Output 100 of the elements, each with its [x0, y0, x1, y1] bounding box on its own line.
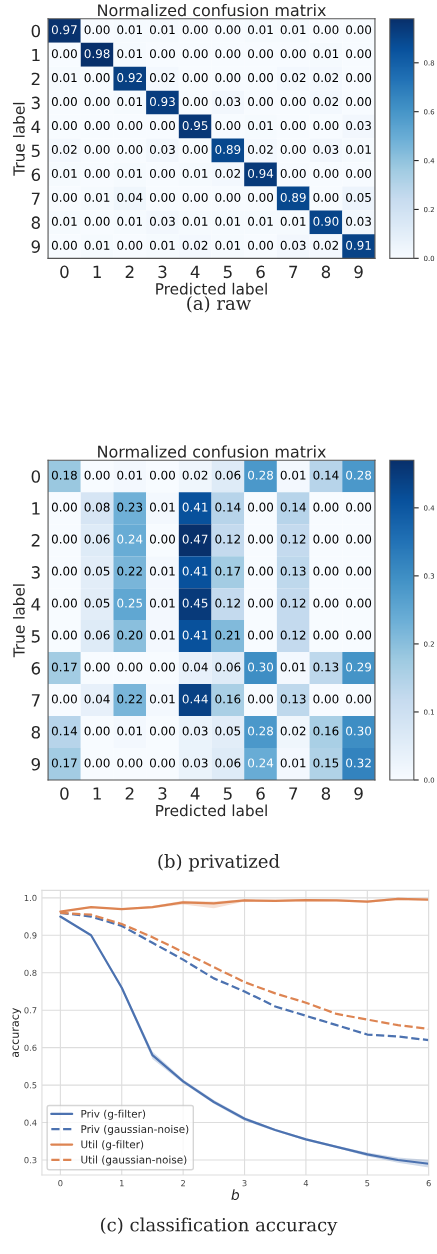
- data-label: 0.00: [346, 502, 372, 512]
- data-label: 0.04: [84, 694, 110, 704]
- data-label: 0.00: [248, 192, 274, 202]
- data-label: 0.00: [313, 502, 339, 512]
- data-label: 0.02: [280, 73, 306, 83]
- data-label: 0.01: [149, 598, 175, 608]
- data-label: 0.02: [149, 73, 175, 83]
- data-label: 0.00: [84, 97, 110, 107]
- data-label: 0.41: [182, 566, 208, 576]
- data-label: 0.12: [280, 630, 306, 640]
- data-label: 0.00: [182, 49, 208, 59]
- data-label: 0.00: [346, 598, 372, 608]
- data-label: 0.41: [182, 630, 208, 640]
- data-label: 0.17: [51, 758, 77, 768]
- x-tick-label: 4: [303, 1180, 309, 1187]
- y-tick-label: 6: [31, 168, 41, 182]
- y-tick-label: 0.6: [24, 1044, 37, 1051]
- data-label: 0.92: [117, 73, 142, 83]
- data-label: 0.06: [84, 534, 110, 544]
- data-label: 0.13: [280, 566, 306, 576]
- data-label: 0.00: [313, 630, 339, 640]
- y-tick-label: 0.9: [24, 932, 37, 939]
- data-label: 0.93: [149, 97, 175, 107]
- data-label: 0.00: [182, 192, 208, 202]
- data-label: 0.13: [313, 662, 339, 672]
- data-label: 0.03: [149, 216, 175, 226]
- data-label: 0.01: [84, 192, 110, 202]
- data-label: 0.01: [117, 470, 142, 480]
- data-label: 0.00: [313, 534, 339, 544]
- data-label: 0.06: [215, 470, 241, 480]
- y-tick-label: 1.0: [24, 894, 37, 902]
- data-label: 0.01: [117, 216, 142, 226]
- y-tick-label: 0.5: [24, 1082, 37, 1089]
- data-label: 0.00: [248, 598, 274, 608]
- data-label: 0.16: [313, 726, 339, 736]
- data-label: 0.00: [51, 192, 77, 202]
- x-tick-label: 5: [365, 1180, 370, 1187]
- data-label: 0.29: [346, 662, 372, 672]
- data-label: 0.03: [346, 216, 371, 226]
- x-tick-label: 0: [60, 787, 69, 800]
- data-label: 0.00: [215, 192, 241, 202]
- data-label: 0.17: [215, 566, 241, 576]
- y-tick-label: 1: [32, 502, 40, 515]
- data-label: 0.22: [117, 566, 142, 576]
- data-label: 0.00: [51, 534, 77, 544]
- data-label: 0.98: [84, 49, 110, 59]
- data-label: 0.01: [215, 240, 241, 250]
- data-label: 0.18: [51, 470, 77, 480]
- data-label: 0.00: [117, 121, 143, 131]
- data-label: 0.00: [182, 97, 208, 107]
- data-label: 0.01: [149, 502, 175, 512]
- data-label: 0.16: [215, 694, 241, 704]
- data-label: 0.00: [84, 121, 110, 131]
- data-label: 0.01: [280, 662, 306, 672]
- data-label: 0.15: [313, 758, 339, 768]
- data-label: 0.17: [51, 662, 77, 672]
- y-tick-label: 0.8: [24, 969, 37, 977]
- x-tick-label: 0: [60, 265, 69, 279]
- data-label: 0.00: [346, 73, 372, 83]
- y-tick-label: 1: [32, 48, 40, 62]
- y-tick-label: 8: [31, 725, 40, 739]
- data-label: 0.05: [346, 192, 371, 202]
- data-label: 0.03: [280, 240, 306, 250]
- y-tick-label: 0: [31, 24, 41, 38]
- data-label: 0.00: [248, 49, 274, 59]
- data-label: 0.00: [346, 566, 372, 576]
- data-label: 0.02: [313, 240, 339, 250]
- data-label: 0.23: [117, 502, 143, 512]
- y-tick-label: 9: [31, 240, 40, 253]
- data-label: 0.32: [346, 758, 371, 768]
- data-label: 0.01: [346, 144, 371, 155]
- x-tick-label: 4: [190, 787, 200, 800]
- data-label: 0.00: [280, 97, 306, 107]
- data-label: 0.03: [215, 97, 241, 107]
- y-tick-label: 7: [31, 694, 40, 707]
- data-label: 0.00: [117, 758, 143, 768]
- data-label: 0.97: [51, 25, 77, 35]
- x-tick-label: 0: [58, 1180, 63, 1187]
- data-label: 0.06: [84, 630, 110, 640]
- y-tick-label: 2: [31, 72, 40, 86]
- data-label: 0.02: [51, 144, 77, 155]
- data-label: 0.00: [215, 25, 241, 35]
- x-tick-label: 6: [256, 787, 265, 800]
- x-axis-title: b: [231, 1189, 240, 1201]
- data-label: 0.01: [117, 49, 142, 59]
- y-tick-label: 7: [31, 192, 40, 205]
- data-label: 0.00: [117, 144, 143, 155]
- x-tick-label: 2: [125, 265, 134, 278]
- data-label: 0.00: [182, 25, 208, 35]
- data-label: 0.00: [117, 662, 143, 672]
- data-label: 0.89: [280, 192, 306, 202]
- data-label: 0.00: [182, 144, 208, 155]
- data-label: 0.24: [117, 534, 143, 544]
- data-label: 0.30: [346, 726, 372, 736]
- data-label: 0.01: [117, 97, 142, 107]
- data-label: 0.94: [248, 168, 274, 178]
- legend-label: Util (gaussian-noise): [81, 1155, 187, 1166]
- data-label: 0.28: [248, 726, 274, 736]
- data-label: 0.00: [346, 49, 372, 59]
- data-label: 0.00: [51, 694, 77, 704]
